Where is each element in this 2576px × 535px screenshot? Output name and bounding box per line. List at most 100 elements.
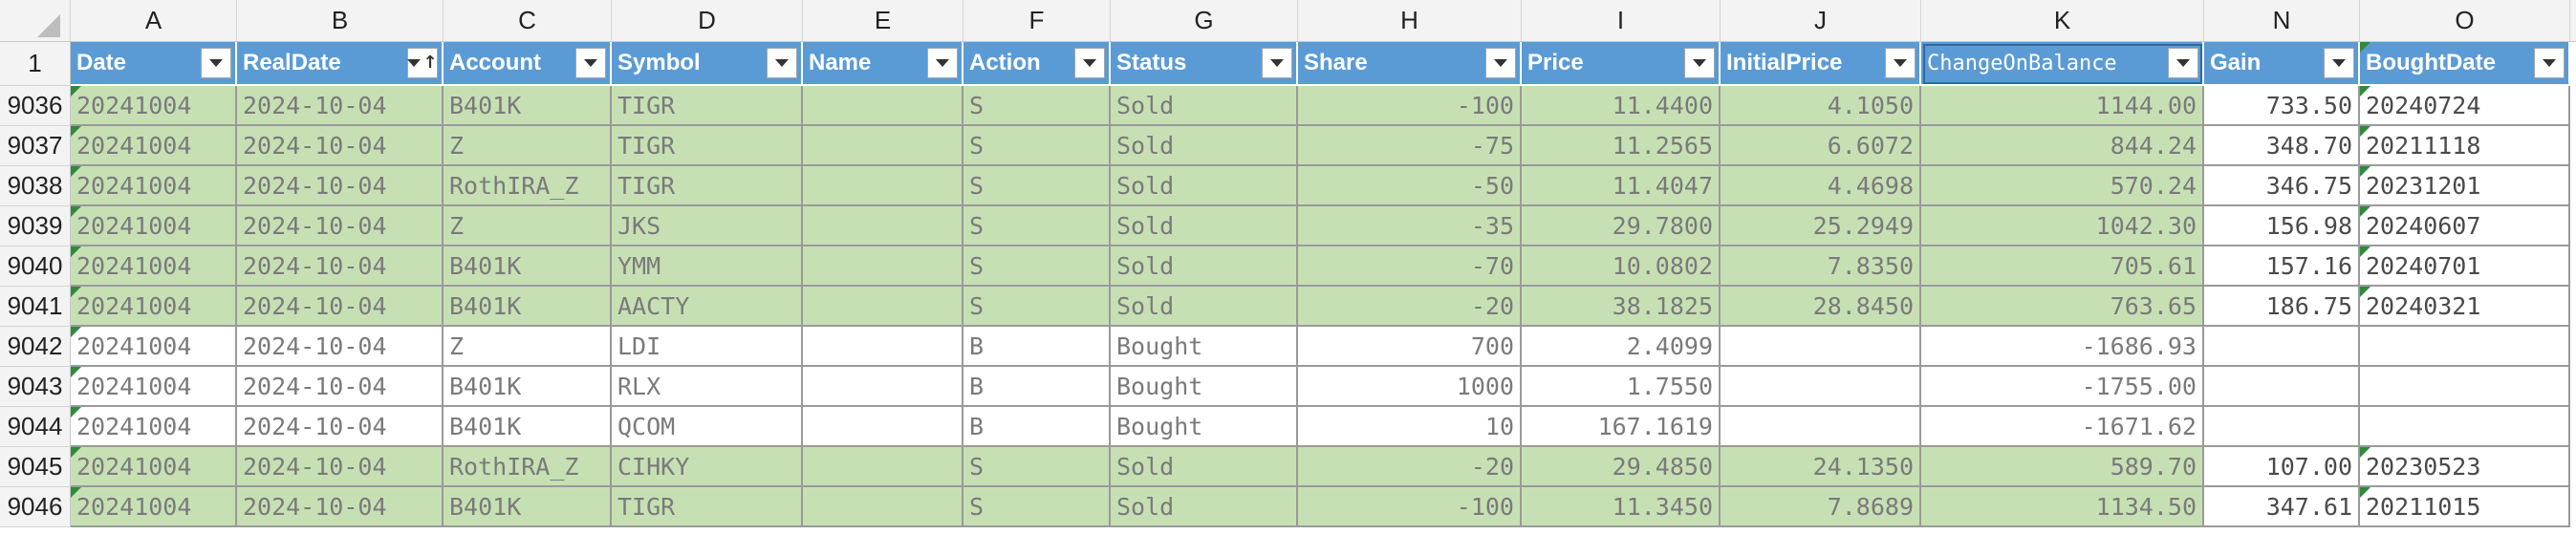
- header-name[interactable]: Name: [803, 42, 963, 86]
- column-header-i[interactable]: I: [1522, 0, 1721, 41]
- cell-gain[interactable]: 347.61: [2204, 487, 2360, 527]
- cell-changeonbalance[interactable]: 570.24: [1921, 166, 2204, 206]
- cell-boughtdate[interactable]: 20211015: [2360, 487, 2570, 527]
- cell-symbol[interactable]: TIGR: [612, 86, 803, 126]
- cell-status[interactable]: Bought: [1111, 407, 1298, 447]
- cell-symbol[interactable]: LDI: [612, 327, 803, 367]
- cell-date[interactable]: 20241004: [71, 166, 237, 206]
- cell-share[interactable]: -20: [1298, 447, 1522, 487]
- filter-dropdown-icon[interactable]: [1262, 48, 1292, 78]
- cell-share[interactable]: -20: [1298, 287, 1522, 327]
- column-header-o[interactable]: O: [2360, 0, 2570, 41]
- cell-gain[interactable]: [2204, 367, 2360, 407]
- cell-status[interactable]: Sold: [1111, 287, 1298, 327]
- cell-realdate[interactable]: 2024-10-04: [237, 447, 444, 487]
- cell-status[interactable]: Sold: [1111, 487, 1298, 527]
- header-action[interactable]: Action: [963, 42, 1111, 86]
- cell-action[interactable]: S: [963, 126, 1111, 166]
- cell-action[interactable]: B: [963, 407, 1111, 447]
- header-realdate[interactable]: RealDate ↑: [237, 42, 444, 86]
- column-header-h[interactable]: H: [1298, 0, 1522, 41]
- row-number[interactable]: 9046: [0, 487, 71, 527]
- cell-share[interactable]: -35: [1298, 206, 1522, 246]
- cell-price[interactable]: 11.3450: [1522, 487, 1721, 527]
- cell-name[interactable]: [803, 246, 963, 287]
- cell-realdate[interactable]: 2024-10-04: [237, 126, 444, 166]
- cell-changeonbalance[interactable]: 1144.00: [1921, 86, 2204, 126]
- cell-account[interactable]: Z: [444, 126, 612, 166]
- cell-changeonbalance[interactable]: 1134.50: [1921, 487, 2204, 527]
- cell-account[interactable]: B401K: [444, 367, 612, 407]
- cell-price[interactable]: 2.4099: [1522, 327, 1721, 367]
- row-number[interactable]: 9037: [0, 126, 71, 166]
- row-number[interactable]: 9045: [0, 447, 71, 487]
- cell-date[interactable]: 20241004: [71, 86, 237, 126]
- cell-action[interactable]: S: [963, 246, 1111, 287]
- cell-boughtdate[interactable]: 20240321: [2360, 287, 2570, 327]
- cell-share[interactable]: 10: [1298, 407, 1522, 447]
- cell-action[interactable]: S: [963, 447, 1111, 487]
- cell-gain[interactable]: [2204, 327, 2360, 367]
- cell-price[interactable]: 167.1619: [1522, 407, 1721, 447]
- cell-symbol[interactable]: TIGR: [612, 166, 803, 206]
- cell-realdate[interactable]: 2024-10-04: [237, 327, 444, 367]
- row-number[interactable]: 9040: [0, 246, 71, 287]
- cell-initialprice[interactable]: [1721, 407, 1921, 447]
- cell-action[interactable]: S: [963, 166, 1111, 206]
- row-number[interactable]: 9042: [0, 327, 71, 367]
- cell-price[interactable]: 10.0802: [1522, 246, 1721, 287]
- cell-share[interactable]: -100: [1298, 487, 1522, 527]
- filter-dropdown-icon[interactable]: [2534, 48, 2565, 78]
- cell-name[interactable]: [803, 166, 963, 206]
- cell-gain[interactable]: [2204, 407, 2360, 447]
- cell-initialprice[interactable]: 24.1350: [1721, 447, 1921, 487]
- header-symbol[interactable]: Symbol: [612, 42, 803, 86]
- cell-share[interactable]: -100: [1298, 86, 1522, 126]
- cell-account[interactable]: Z: [444, 206, 612, 246]
- cell-status[interactable]: Sold: [1111, 86, 1298, 126]
- cell-boughtdate[interactable]: [2360, 367, 2570, 407]
- cell-status[interactable]: Sold: [1111, 206, 1298, 246]
- cell-changeonbalance[interactable]: -1755.00: [1921, 367, 2204, 407]
- cell-realdate[interactable]: 2024-10-04: [237, 287, 444, 327]
- header-boughtdate[interactable]: BoughtDate: [2360, 42, 2570, 86]
- header-date[interactable]: Date: [71, 42, 237, 86]
- column-header-d[interactable]: D: [612, 0, 803, 41]
- cell-initialprice[interactable]: 4.4698: [1721, 166, 1921, 206]
- cell-realdate[interactable]: 2024-10-04: [237, 166, 444, 206]
- cell-status[interactable]: Sold: [1111, 126, 1298, 166]
- cell-date[interactable]: 20241004: [71, 126, 237, 166]
- cell-date[interactable]: 20241004: [71, 246, 237, 287]
- column-header-a[interactable]: A: [71, 0, 237, 41]
- cell-realdate[interactable]: 2024-10-04: [237, 367, 444, 407]
- cell-gain[interactable]: 107.00: [2204, 447, 2360, 487]
- filter-dropdown-icon[interactable]: [767, 48, 797, 78]
- cell-boughtdate[interactable]: [2360, 327, 2570, 367]
- cell-gain[interactable]: 186.75: [2204, 287, 2360, 327]
- filter-dropdown-icon[interactable]: [1074, 48, 1105, 78]
- row-number[interactable]: 9039: [0, 206, 71, 246]
- filter-dropdown-icon[interactable]: [575, 48, 606, 78]
- cell-changeonbalance[interactable]: 763.65: [1921, 287, 2204, 327]
- row-number[interactable]: 1: [0, 42, 71, 86]
- select-all-corner[interactable]: [0, 0, 71, 41]
- cell-account[interactable]: Z: [444, 327, 612, 367]
- row-number[interactable]: 9036: [0, 86, 71, 126]
- cell-name[interactable]: [803, 126, 963, 166]
- cell-price[interactable]: 11.4400: [1522, 86, 1721, 126]
- cell-action[interactable]: S: [963, 287, 1111, 327]
- cell-share[interactable]: -50: [1298, 166, 1522, 206]
- cell-changeonbalance[interactable]: 844.24: [1921, 126, 2204, 166]
- cell-boughtdate[interactable]: 20231201: [2360, 166, 2570, 206]
- cell-share[interactable]: 1000: [1298, 367, 1522, 407]
- header-share[interactable]: Share: [1298, 42, 1522, 86]
- cell-action[interactable]: S: [963, 206, 1111, 246]
- cell-initialprice[interactable]: [1721, 367, 1921, 407]
- cell-action[interactable]: S: [963, 86, 1111, 126]
- cell-name[interactable]: [803, 407, 963, 447]
- column-header-k[interactable]: K: [1921, 0, 2204, 41]
- cell-gain[interactable]: 346.75: [2204, 166, 2360, 206]
- cell-initialprice[interactable]: 4.1050: [1721, 86, 1921, 126]
- cell-changeonbalance[interactable]: 1042.30: [1921, 206, 2204, 246]
